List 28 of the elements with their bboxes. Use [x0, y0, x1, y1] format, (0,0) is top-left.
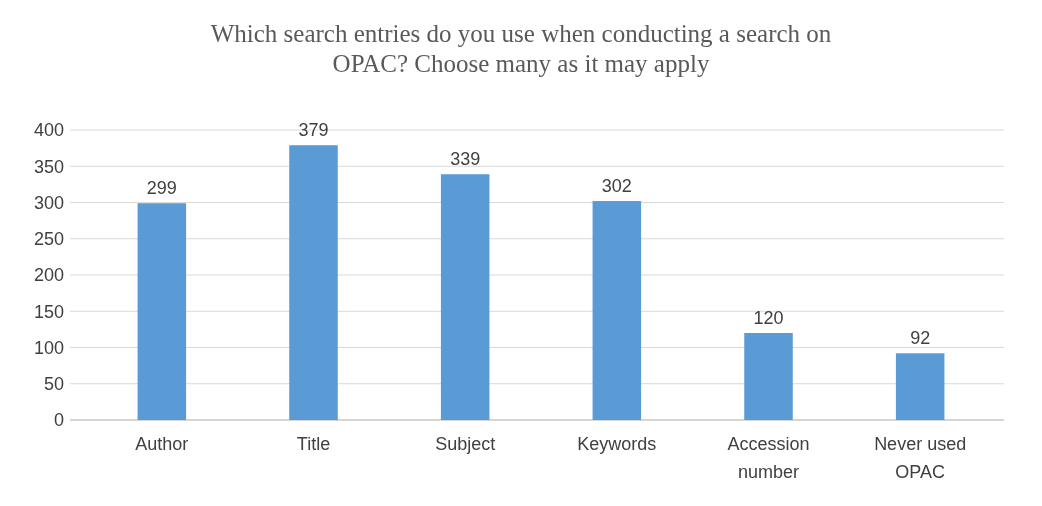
data-label: 302: [601, 176, 632, 197]
x-tick-label: Subject: [435, 434, 496, 454]
data-label: 92: [910, 328, 931, 349]
y-tick-label: 100: [33, 337, 64, 358]
x-tick-label: Never used OPAC: [874, 434, 967, 482]
y-tick-label: 350: [33, 156, 64, 177]
y-tick-label: 0: [53, 410, 64, 431]
bar: [592, 201, 642, 420]
data-label: 379: [298, 120, 329, 141]
x-tick-label: Keywords: [577, 434, 657, 454]
x-tick-label: Title: [296, 434, 331, 454]
bar: [440, 174, 490, 420]
y-tick-label: 200: [33, 265, 64, 286]
y-tick-label: 50: [43, 374, 64, 395]
y-tick-label: 400: [33, 120, 64, 141]
y-tick-label: 150: [33, 301, 64, 322]
x-tick-label: Author: [135, 434, 189, 454]
y-tick-label: 250: [33, 229, 64, 250]
x-tick-label: Accession number: [727, 434, 810, 482]
data-label: 339: [450, 149, 481, 170]
bar: [744, 333, 793, 420]
bar: [137, 203, 187, 420]
y-tick-label: 300: [33, 192, 64, 213]
bar: [895, 353, 945, 420]
data-label: 299: [146, 178, 177, 199]
data-label: 120: [753, 308, 784, 328]
bar: [289, 145, 338, 420]
chart-title: Which search entries do you use when conducting a search on OPAC? Choose many as it may apply: [210, 20, 832, 77]
